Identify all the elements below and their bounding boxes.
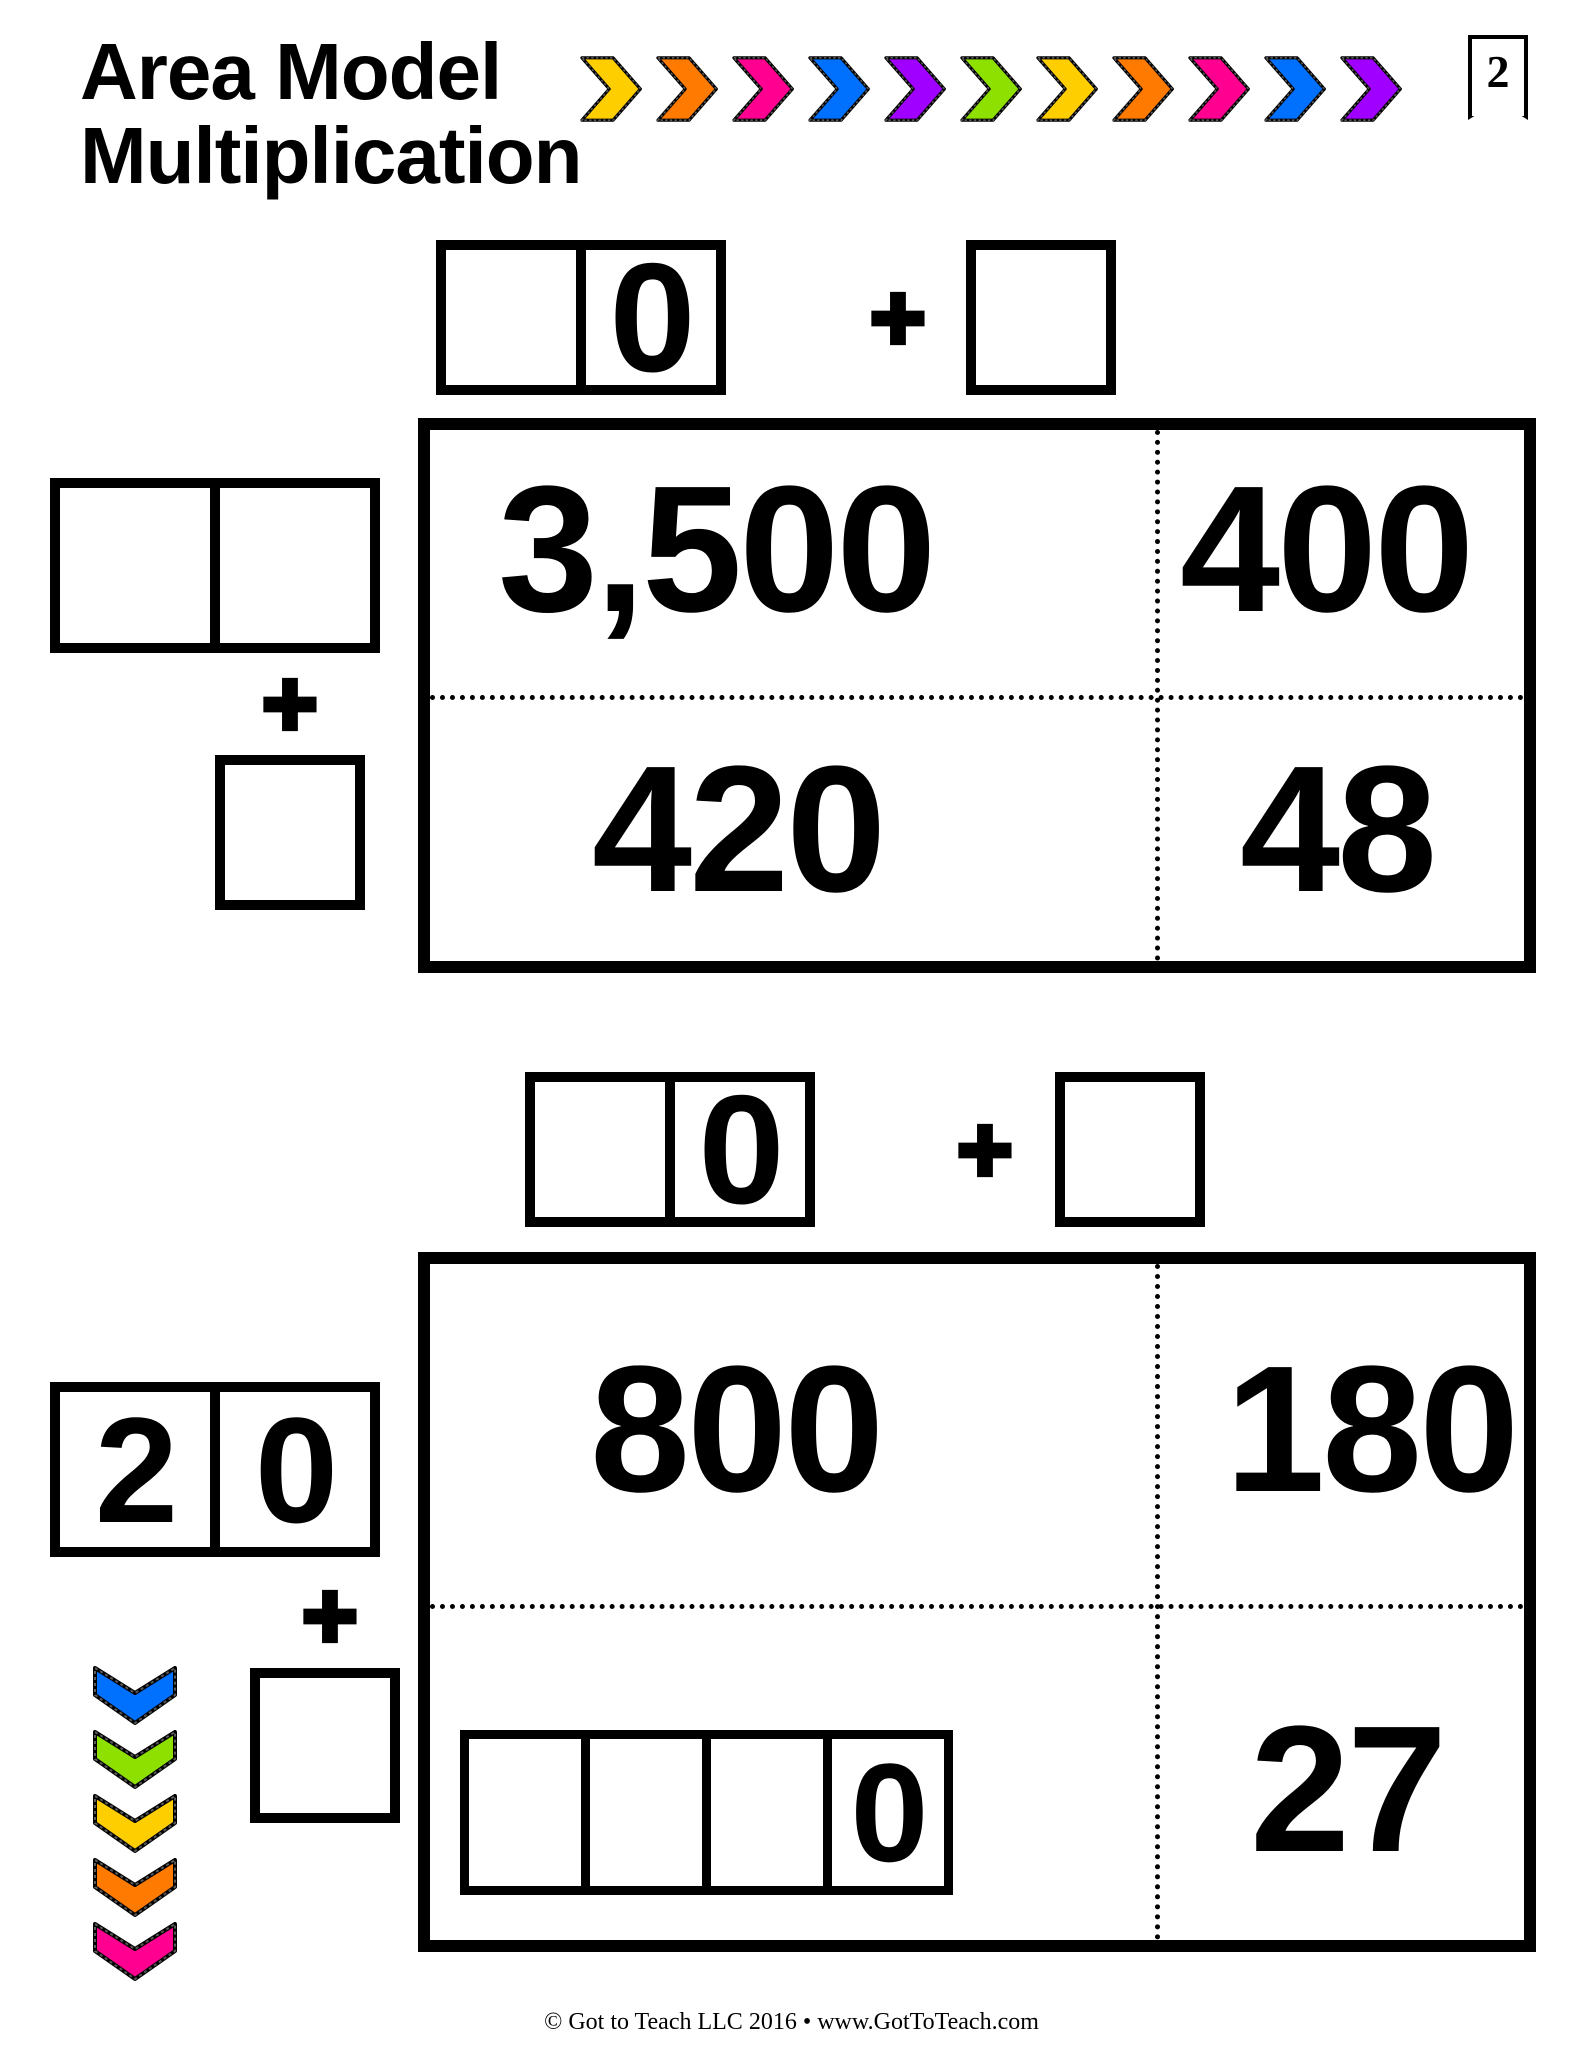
- p1-side-box-a[interactable]: [50, 478, 220, 653]
- chevron-right-icon: [958, 50, 1036, 128]
- p2-vline: [1155, 1264, 1160, 1940]
- p2-inner-box[interactable]: [581, 1730, 711, 1895]
- plus-icon: ✚: [300, 1588, 360, 1648]
- p2-top-box-c[interactable]: [1055, 1072, 1205, 1227]
- p1-cell-tl: 3,500: [498, 460, 933, 640]
- p1-hline: [430, 695, 1524, 700]
- p1-top-box-b[interactable]: 0: [576, 240, 726, 395]
- p2-cell-tl: 800: [590, 1340, 881, 1520]
- chevron-right-icon: [1034, 50, 1112, 128]
- p1-cell-br: 48: [1240, 740, 1434, 920]
- chevron-right-icon: [806, 50, 884, 128]
- p2-top-box-a[interactable]: [525, 1072, 675, 1227]
- p2-inner-box[interactable]: [460, 1730, 590, 1895]
- page-number-flag: 2: [1468, 35, 1528, 120]
- chevron-down-icon: [85, 1857, 185, 1919]
- chevron-down-icon: [85, 1665, 185, 1727]
- page-number: 2: [1487, 45, 1510, 98]
- chevron-right-icon: [1186, 50, 1264, 128]
- p2-inner-boxes: 0: [460, 1730, 953, 1895]
- page-title: Area Model Multiplication: [80, 30, 582, 198]
- p2-side-box-c[interactable]: [250, 1668, 400, 1823]
- plus-icon: ✚: [955, 1122, 1015, 1182]
- p2-side-box-a[interactable]: 2: [50, 1382, 220, 1557]
- chevron-right-icon: [654, 50, 732, 128]
- title-line-1: Area Model: [80, 27, 501, 116]
- chevron-right-icon: [882, 50, 960, 128]
- chevron-right-icon: [1110, 50, 1188, 128]
- chevron-down-icon: [85, 1793, 185, 1855]
- chevron-row: [578, 50, 1416, 128]
- p2-top-box-b[interactable]: 0: [665, 1072, 815, 1227]
- p1-side-box-c[interactable]: [215, 755, 365, 910]
- p2-side-box-b[interactable]: 0: [210, 1382, 380, 1557]
- title-line-2: Multiplication: [80, 111, 582, 200]
- p1-cell-tr: 400: [1180, 460, 1471, 640]
- p1-top-box-a[interactable]: [436, 240, 586, 395]
- worksheet-page: Area Model Multiplication 2 0 ✚ ✚ 3,500 …: [0, 0, 1583, 2048]
- p1-cell-bl: 420: [592, 740, 883, 920]
- plus-icon: ✚: [260, 676, 320, 736]
- chevron-right-icon: [730, 50, 808, 128]
- p1-top-box-c[interactable]: [966, 240, 1116, 395]
- p2-hline: [430, 1604, 1524, 1609]
- p1-side-box-b[interactable]: [210, 478, 380, 653]
- p2-inner-box[interactable]: 0: [823, 1730, 953, 1895]
- chevron-right-icon: [578, 50, 656, 128]
- chevron-right-icon: [1262, 50, 1340, 128]
- p2-cell-br: 27: [1250, 1700, 1444, 1880]
- chevron-down-icon: [85, 1729, 185, 1791]
- p2-inner-box[interactable]: [702, 1730, 832, 1895]
- footer-text: © Got to Teach LLC 2016 • www.GotToTeach…: [0, 2009, 1583, 2036]
- chevron-right-icon: [1338, 50, 1416, 128]
- chevron-down-icon: [85, 1921, 185, 1983]
- plus-icon: ✚: [868, 290, 928, 350]
- chevron-column: [85, 1665, 185, 1983]
- p2-cell-tr: 180: [1225, 1340, 1516, 1520]
